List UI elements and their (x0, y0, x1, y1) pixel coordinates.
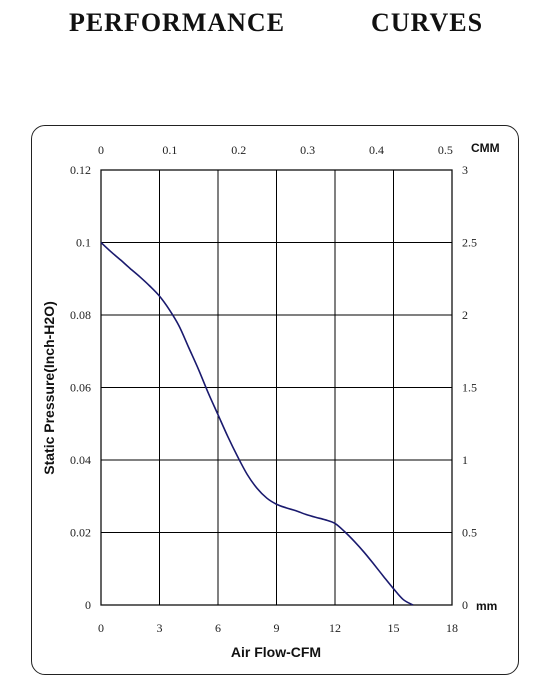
x-tick-label: 18 (446, 621, 458, 635)
top-tick-label: 0.2 (231, 143, 246, 157)
right-tick-label: 0 (462, 598, 468, 612)
y-tick-label: 0.08 (70, 308, 91, 322)
y-tick-label: 0.1 (76, 236, 91, 250)
x-tick-label: 15 (388, 621, 400, 635)
x-tick-label: 12 (329, 621, 341, 635)
x-tick-label: 6 (215, 621, 221, 635)
top-tick-label: 0.5 (438, 143, 453, 157)
x-tick-labels: 0 3 6 9 12 15 18 (98, 621, 458, 635)
right-tick-label: 2.5 (462, 236, 477, 250)
y-tick-label: 0.04 (70, 453, 91, 467)
right-tick-label: 1.5 (462, 381, 477, 395)
page-title: PERFORMANCE CURVES (68, 8, 484, 37)
series-line (100, 241, 414, 606)
top-tick-labels: 0 0.1 0.2 0.3 0.4 0.5 (98, 143, 453, 157)
y-tick-label: 0.02 (70, 526, 91, 540)
series-group (100, 241, 414, 606)
y-tick-labels: 0 0.02 0.04 0.06 0.08 0.1 0.12 (70, 163, 91, 612)
grid-lines (101, 170, 452, 605)
y-tick-label: 0.06 (70, 381, 91, 395)
top-tick-label: 0 (98, 143, 104, 157)
y-tick-label: 0 (85, 598, 91, 612)
right-tick-label: 2 (462, 308, 468, 322)
x-tick-label: 3 (157, 621, 163, 635)
right-axis-unit: mm (476, 599, 497, 613)
y-tick-label: 0.12 (70, 163, 91, 177)
top-axis-unit: CMM (471, 141, 500, 155)
right-tick-label: 0.5 (462, 526, 477, 540)
top-tick-label: 0.3 (300, 143, 315, 157)
x-axis-title: Air Flow-CFM (231, 644, 321, 660)
x-tick-label: 9 (274, 621, 280, 635)
top-tick-label: 0.4 (369, 143, 384, 157)
y-axis-title: Static Pressure(Inch-H2O) (41, 301, 57, 475)
x-tick-label: 0 (98, 621, 104, 635)
right-tick-label: 3 (462, 163, 468, 177)
right-tick-labels: 0 0.5 1 1.5 2 2.5 3 (462, 163, 477, 612)
chart-frame (31, 125, 519, 675)
top-tick-label: 0.1 (162, 143, 177, 157)
right-tick-label: 1 (462, 453, 468, 467)
